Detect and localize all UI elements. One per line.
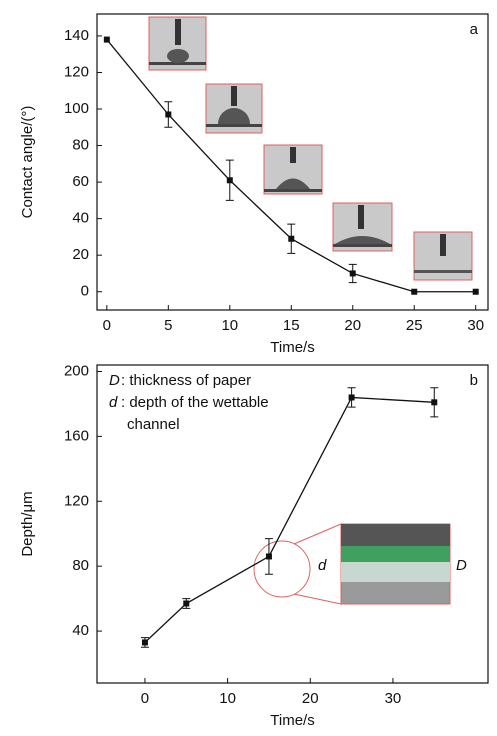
x-tick-label: 20	[344, 317, 361, 334]
inset-label: d	[318, 557, 327, 574]
y-tick-label: 40	[72, 210, 89, 227]
y-tick-label: 200	[64, 362, 89, 379]
zoom-line	[293, 593, 342, 605]
y-axis-label: Depth/μm	[19, 491, 36, 556]
substrate	[149, 62, 206, 65]
x-tick-label: 30	[385, 690, 402, 707]
substrate	[333, 244, 392, 247]
data-point	[226, 177, 233, 184]
plot-frame	[96, 364, 489, 684]
plot-frame	[96, 13, 489, 311]
substrate	[264, 189, 322, 192]
data-point	[265, 553, 272, 560]
x-tick-label: 10	[219, 690, 236, 707]
needle	[175, 19, 181, 45]
data-point	[183, 600, 190, 607]
needle	[358, 205, 364, 229]
data-point	[472, 288, 479, 295]
data-point	[348, 394, 355, 401]
y-tick-label: 80	[72, 137, 89, 154]
x-tick-label: 5	[164, 317, 172, 334]
droplet	[167, 49, 189, 63]
droplet	[218, 108, 250, 124]
data-point	[141, 639, 148, 646]
y-tick-label: 120	[64, 63, 89, 80]
note-symbol: d	[109, 394, 118, 411]
data-point	[349, 270, 356, 277]
panel-label: b	[470, 372, 478, 389]
note-text: : depth of the wettable	[121, 394, 269, 411]
y-tick-label: 160	[64, 427, 89, 444]
y-tick-label: 40	[72, 622, 89, 639]
y-tick-label: 120	[64, 492, 89, 509]
needle	[440, 234, 446, 256]
substrate	[206, 124, 262, 127]
data-point	[431, 399, 438, 406]
data-point	[103, 36, 110, 43]
needle	[231, 86, 237, 106]
panel-label: a	[470, 21, 479, 38]
inset-label: D	[456, 557, 467, 574]
needle	[290, 147, 296, 163]
y-tick-label: 0	[81, 283, 89, 300]
y-tick-label: 60	[72, 173, 89, 190]
note-text: channel	[127, 416, 180, 433]
x-tick-label: 20	[302, 690, 319, 707]
x-tick-label: 30	[467, 317, 484, 334]
note-symbol: D	[109, 372, 120, 389]
droplet	[276, 178, 310, 189]
x-tick-label: 0	[141, 690, 149, 707]
droplet	[335, 236, 390, 244]
zoom-circle	[253, 540, 311, 598]
x-tick-label: 0	[103, 317, 111, 334]
substrate	[414, 270, 472, 273]
y-tick-label: 20	[72, 246, 89, 263]
y-tick-label: 80	[72, 557, 89, 574]
x-axis-label: Time/s	[270, 339, 314, 356]
insets	[148, 16, 473, 605]
x-tick-label: 10	[221, 317, 238, 334]
x-axis-label: Time/s	[270, 712, 314, 729]
zoom-line	[293, 523, 342, 545]
x-tick-label: 25	[406, 317, 423, 334]
data-point	[288, 235, 295, 242]
note-text: : thickness of paper	[121, 372, 251, 389]
paper	[341, 562, 450, 582]
data-point	[165, 111, 172, 118]
y-tick-label: 140	[64, 27, 89, 44]
wettable-channel	[341, 546, 450, 562]
y-tick-label: 100	[64, 100, 89, 117]
background	[341, 524, 450, 546]
data-point	[411, 288, 418, 295]
y-axis-label: Contact angle/(°)	[19, 106, 36, 219]
x-tick-label: 15	[283, 317, 300, 334]
